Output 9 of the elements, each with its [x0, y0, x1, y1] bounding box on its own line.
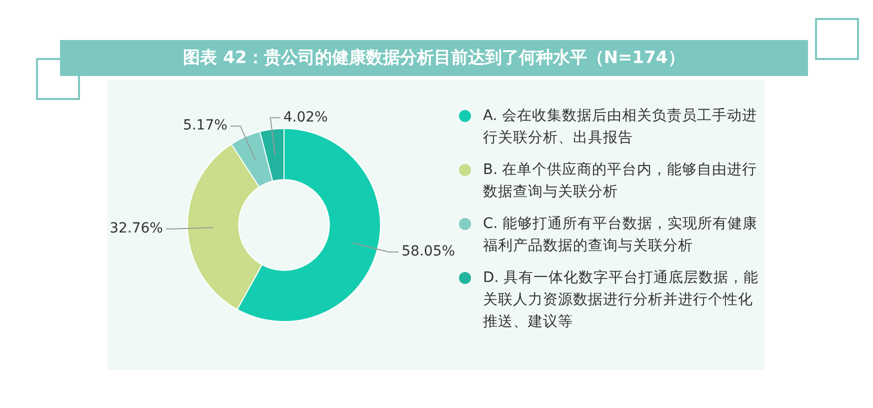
legend-label: A. 会在收集数据后由相关负责员工手动进行关联分析、出具报告 — [483, 108, 757, 146]
chart-title: 图表 42：贵公司的健康数据分析目前达到了何种水平（N=174） — [60, 40, 808, 76]
legend-label: C. 能够打通所有平台数据，实现所有健康福利产品数据的查询与关联分析 — [483, 216, 758, 254]
data-label: 5.17% — [182, 118, 228, 134]
legend-label: D. 具有一体化数字平台打通底层数据，能关联人力资源数据进行分析并进行个性化推送、建议等 — [483, 270, 758, 330]
data-label: 58.05% — [402, 244, 456, 260]
data-label: 32.76% — [110, 220, 163, 237]
legend-label: B. 在单个供应商的平台内，能够自由进行数据查询与关联分析 — [483, 162, 758, 200]
data-label: 4.02% — [283, 109, 328, 126]
